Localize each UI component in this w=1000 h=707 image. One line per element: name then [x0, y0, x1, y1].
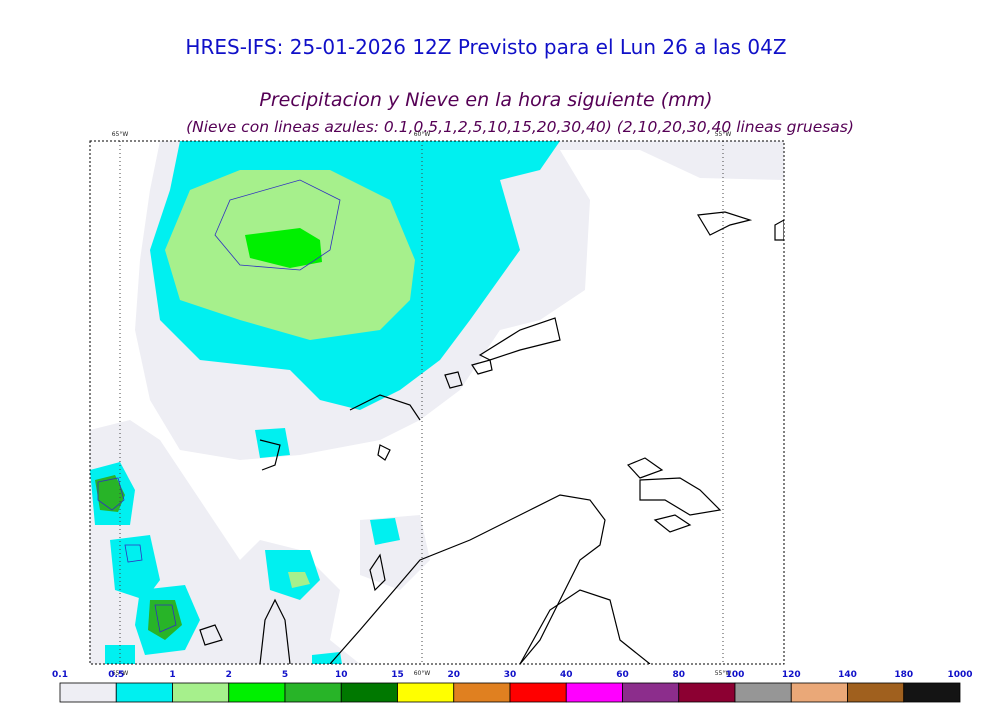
legend-level: 180 [894, 670, 913, 680]
legend-level: 120 [782, 670, 801, 680]
precipitation [90, 141, 784, 664]
legend-swatch [565, 682, 623, 703]
legend-level: 30 [504, 670, 517, 680]
longitude-label: 55°W [715, 131, 732, 138]
legend-level: 0.5 [108, 670, 124, 680]
map [89, 140, 785, 665]
legend-swatch [172, 682, 230, 703]
legend-level: 1000 [947, 670, 972, 680]
legend-swatch [284, 682, 342, 703]
legend-swatch [622, 682, 680, 703]
note: (Nieve con lineas azules: 0.1,0.5,1,2,5,… [186, 118, 854, 136]
legend-level: 5 [282, 670, 288, 680]
legend-swatch [115, 682, 173, 703]
legend-level: 140 [838, 670, 857, 680]
longitude-label: 65°W [112, 670, 129, 677]
legend-level: 100 [726, 670, 745, 680]
legend-swatch [790, 682, 848, 703]
legend-swatch [678, 682, 736, 703]
subtitle: Precipitacion y Nieve en la hora siguien… [259, 89, 712, 111]
legend-level: 40 [560, 670, 573, 680]
longitude-label: 60°W [414, 670, 431, 677]
legend-level: 10 [335, 670, 348, 680]
legend-swatch [734, 682, 792, 703]
title: HRES-IFS: 25-01-2026 12Z Previsto para e… [185, 35, 786, 59]
legend-swatch [847, 682, 905, 703]
legend-level: 20 [447, 670, 460, 680]
legend-level: 60 [616, 670, 629, 680]
legend-swatch [509, 682, 567, 703]
map-frame [89, 140, 785, 665]
legend-level: 15 [391, 670, 404, 680]
longitude-label: 55°W [715, 670, 732, 677]
legend-level: 0.1 [52, 670, 68, 680]
legend-level: 2 [226, 670, 232, 680]
legend-swatch [59, 682, 117, 703]
longitude-label: 65°W [112, 131, 129, 138]
longitude-label: 60°W [414, 131, 431, 138]
legend-swatch [903, 682, 961, 703]
legend-swatch [453, 682, 511, 703]
legend-swatch [397, 682, 455, 703]
legend-level: 80 [672, 670, 685, 680]
legend-swatch [340, 682, 398, 703]
legend-level: 1 [169, 670, 175, 680]
legend-swatch [228, 682, 286, 703]
